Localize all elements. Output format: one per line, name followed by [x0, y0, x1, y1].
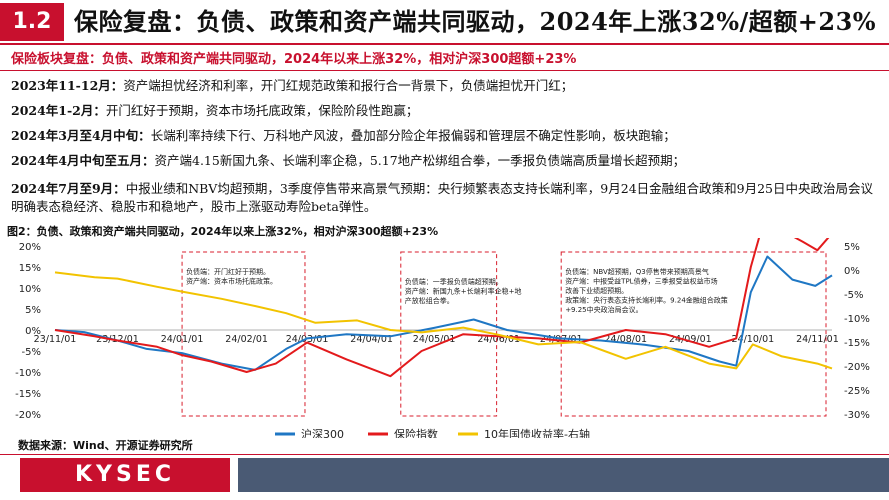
line-chart: 20% 15% 10% 5% 0% -5% -10% -15% -20% 5% 0% -5% -10% -…: [15, 238, 870, 438]
annotation-text: 政策端：央行表态支持长端利率。9.24金融组合政策: [565, 296, 728, 305]
series-line-1: [54, 255, 833, 371]
annotation-text: 产放松组合拳。: [405, 296, 454, 305]
subtitle-divider: [0, 70, 889, 71]
right-axis-tick-label: -5%: [844, 290, 863, 301]
period-label: 2024年1-2月：: [11, 103, 106, 118]
right-axis-tick-label: -10%: [844, 314, 870, 325]
kysec-logo: KYSEC: [20, 458, 230, 492]
slide-title: 保险复盘：负债、政策和资产端共同驱动，2024年上涨32%/超额+23%: [74, 7, 877, 36]
footer: KYSEC: [0, 458, 889, 492]
annotation-text: 负债端：开门红好于预期。: [186, 267, 270, 276]
period-text: 开门红好于预期，资本市场托底政策，保险阶段性跑赢；: [105, 103, 419, 118]
left-axis-tick-label: 5%: [25, 305, 41, 316]
x-axis-tick-label: 24/11/01: [796, 334, 839, 345]
legend-label: 保险指数: [394, 427, 438, 438]
left-axis-tick-label: -10%: [15, 368, 41, 379]
highlight-period-box: [181, 251, 306, 417]
legend-label: 沪深300: [301, 427, 344, 438]
footer-bar: [238, 458, 889, 492]
series-line-3: [54, 271, 833, 370]
annotation-text: 资产端：新国九条+长端利率企稳+地: [405, 287, 522, 296]
legend-label: 10年国债收益率-右轴: [484, 427, 590, 438]
x-axis-tick-label: 24/10/01: [732, 334, 775, 345]
right-axis-tick-label: 5%: [844, 242, 860, 253]
annotation-text: 改善下业绩超预期。: [565, 286, 628, 295]
chart-title: 图2：负债、政策和资产端共同驱动，2024年以来上涨32%，相对沪深300超额+…: [7, 225, 439, 238]
left-axis-tick-label: -15%: [15, 389, 41, 400]
period-text: 中报业绩和NBV均超预期，3季度停售带来高景气预期：央行频繁表态支持长端利率，9…: [11, 181, 874, 214]
x-axis-tick-label: 24/02/01: [225, 334, 268, 345]
period-text: 资产端担忧经济和利率，开门红规范政策和报行合一背景下，负债端担忧开门红；: [123, 78, 574, 93]
x-axis-tick-label: 23/11/01: [34, 334, 77, 345]
period-text: 长端利率持续下行、万科地产风波，叠加部分险企年报偏弱和管理层不确定性影响，板块跑…: [150, 128, 676, 143]
period-label: 2023年11-12月：: [11, 78, 124, 93]
period-text: 资产端4.15新国九条、长端利率企稳，5.17地产松绑组合拳，一季报负债端高质量…: [154, 153, 686, 168]
x-axis-tick-label: 24/06/01: [477, 334, 520, 345]
annotation-text: 资产端：中报受益TPL债券，三季报受益权益市场: [565, 277, 717, 286]
slide-header: 1.2 保险复盘：负债、政策和资产端共同驱动，2024年上涨32%/超额+23%: [0, 0, 889, 45]
right-axis-tick-label: -20%: [844, 362, 870, 373]
section-number-badge: 1.2: [0, 3, 64, 41]
left-axis-tick-label: 20%: [19, 242, 41, 253]
period-label: 2024年3月至4月中旬：: [11, 128, 151, 143]
title-divider: [0, 43, 889, 45]
annotation-text: 资产端：资本市场托底政策。: [186, 277, 277, 286]
highlight-period-box: [560, 251, 827, 417]
left-axis-tick-label: 10%: [19, 284, 41, 295]
data-source: 数据来源：Wind、开源证券研究所: [18, 439, 193, 452]
subtitle-bar: 保险板块复盘：负债、政策和资产端共同驱动，2024年以来上涨32%，相对沪深30…: [0, 49, 889, 71]
subtitle-text: 保险板块复盘：负债、政策和资产端共同驱动，2024年以来上涨32%，相对沪深30…: [11, 52, 577, 67]
left-axis-tick-label: -20%: [15, 410, 41, 421]
right-axis-tick-label: 0%: [844, 266, 860, 277]
right-axis-tick-label: -15%: [844, 338, 870, 349]
left-axis-tick-label: -5%: [22, 347, 41, 358]
paragraph-period-1: 2023年11-12月：资产端担忧经济和利率，开门红规范政策和报行合一背景下，负…: [11, 77, 573, 95]
paragraph-period-4: 2024年4月中旬至五月：资产端4.15新国九条、长端利率企稳，5.17地产松绑…: [11, 152, 685, 170]
paragraph-period-3: 2024年3月至4月中旬：长端利率持续下行、万科地产风波，叠加部分险企年报偏弱和…: [11, 127, 676, 145]
paragraph-period-5: 2024年7月至9月：中报业绩和NBV均超预期，3季度停售带来高景气预期：央行频…: [11, 180, 879, 216]
right-axis-tick-label: -25%: [844, 386, 870, 397]
series-line-2: [54, 238, 830, 378]
paragraph-period-2: 2024年1-2月：开门红好于预期，资本市场托底政策，保险阶段性跑赢；: [11, 102, 418, 120]
x-axis-tick-label: 24/05/01: [413, 334, 456, 345]
left-axis-tick-label: 15%: [19, 263, 41, 274]
left-axis-tick-label: 0%: [25, 326, 41, 337]
period-label: 2024年7月至9月：: [11, 181, 126, 196]
right-axis-tick-label: -30%: [844, 410, 870, 421]
x-axis-tick-label: 24/09/01: [669, 334, 712, 345]
period-label: 2024年4月中旬至五月：: [11, 153, 155, 168]
annotation-text: 负债端：NBV超预期，Q3停售带来预期高景气: [565, 267, 709, 276]
footer-divider: [0, 454, 889, 455]
annotation-text: 负债端：一季报负债端超预期。: [405, 277, 503, 286]
annotation-text: +9.25中央政治局会议。: [565, 305, 642, 314]
x-axis-tick-label: 24/04/01: [350, 334, 393, 345]
x-axis-tick-label: 24/08/01: [604, 334, 647, 345]
